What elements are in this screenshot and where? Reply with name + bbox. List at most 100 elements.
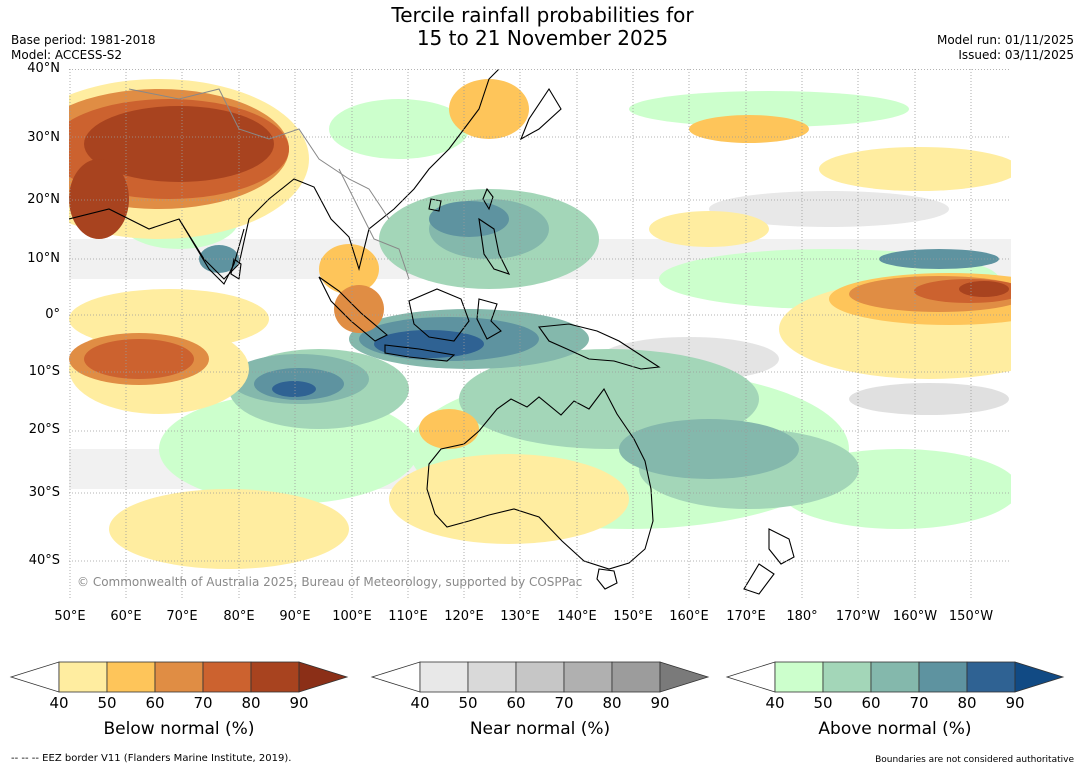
boundaries-disclaimer: Boundaries are not considered authoritat… xyxy=(875,755,1074,765)
above-tick-40: 40 xyxy=(765,694,785,712)
lon-label-150w: 150°W xyxy=(948,609,994,624)
asia-coast xyxy=(69,69,500,280)
lon-label-170w: 170°W xyxy=(835,609,881,624)
australia-coast xyxy=(426,387,654,570)
japan-coast xyxy=(519,87,562,141)
lon-label-70e: 70°E xyxy=(166,609,198,624)
near-tick-90: 90 xyxy=(650,694,670,712)
lon-label-100e: 100°E xyxy=(332,609,372,624)
colorbar-above-normal xyxy=(725,661,1065,693)
lon-label-160w: 160°W xyxy=(892,609,938,624)
near-tick-80: 80 xyxy=(602,694,622,712)
lon-label-60e: 60°E xyxy=(110,609,142,624)
lon-label-150e: 150°E xyxy=(613,609,653,624)
below-high-arrow xyxy=(298,661,349,693)
lon-label-140e: 140°E xyxy=(557,609,597,624)
coastlines xyxy=(69,69,795,595)
below-tick-80: 80 xyxy=(241,694,261,712)
lat-label-10s: 10°S xyxy=(28,364,60,379)
lon-label-180: 180° xyxy=(786,609,818,624)
lon-label-130e: 130°E xyxy=(500,609,540,624)
colorbar-below-normal xyxy=(9,661,349,693)
near-normal-title: Near normal (%) xyxy=(469,719,611,739)
above-swatch-4 xyxy=(918,661,968,693)
eez-border-note: -- -- -- EEZ border V11 (Flanders Marine… xyxy=(11,753,292,764)
near-low-arrow xyxy=(370,661,421,693)
below-tick-50: 50 xyxy=(97,694,117,712)
title-line-2: 15 to 21 November 2025 xyxy=(416,26,669,50)
base-period: Base period: 1981-2018 xyxy=(11,33,156,47)
lat-label-40n: 40°N xyxy=(27,61,60,76)
near-tick-60: 60 xyxy=(506,694,526,712)
lat-label-40s: 40°S xyxy=(28,553,60,568)
map-canvas xyxy=(69,69,1011,600)
above-swatch-5 xyxy=(966,661,1016,693)
sulawesi-coast xyxy=(476,298,502,340)
lon-label-160e: 160°E xyxy=(669,609,709,624)
below-tick-60: 60 xyxy=(145,694,165,712)
above-normal-title: Above normal (%) xyxy=(818,719,972,739)
sumatra-coast xyxy=(318,276,388,342)
above-tick-50: 50 xyxy=(813,694,833,712)
above-high-arrow xyxy=(1014,661,1065,693)
below-tick-70: 70 xyxy=(193,694,213,712)
below-swatch-3 xyxy=(154,661,204,693)
near-swatch-2 xyxy=(467,661,517,693)
near-swatch-1 xyxy=(419,661,469,693)
java-coast xyxy=(384,344,456,362)
colorbars-svg xyxy=(9,661,1065,693)
above-low-arrow xyxy=(725,661,776,693)
above-tick-80: 80 xyxy=(957,694,977,712)
near-swatch-4 xyxy=(563,661,613,693)
above-swatch-1 xyxy=(774,661,824,693)
lon-label-90e: 90°E xyxy=(279,609,311,624)
above-tick-90: 90 xyxy=(1005,694,1025,712)
near-swatch-5 xyxy=(611,661,661,693)
new-zealand-coast xyxy=(743,528,795,595)
above-swatch-3 xyxy=(870,661,920,693)
below-swatch-2 xyxy=(106,661,156,693)
near-tick-50: 50 xyxy=(458,694,478,712)
meta-left: Base period: 1981-2018 Model: ACCESS-S2 xyxy=(11,33,156,63)
tasmania-coast xyxy=(596,568,618,590)
title-line-1: Tercile rainfall probabilities for xyxy=(391,3,694,27)
above-tick-60: 60 xyxy=(861,694,881,712)
new-guinea-coast xyxy=(538,323,661,370)
lat-label-30s: 30°S xyxy=(28,485,60,500)
map-svg xyxy=(69,69,1011,600)
below-normal-patches xyxy=(69,79,1011,569)
philippines-coast xyxy=(478,217,511,275)
lat-label-equator: 0° xyxy=(45,307,60,322)
above-tick-70: 70 xyxy=(909,694,929,712)
borneo-coast xyxy=(408,288,470,342)
lon-label-50e: 50°E xyxy=(54,609,86,624)
near-swatch-3 xyxy=(515,661,565,693)
copyright-notice: © Commonwealth of Australia 2025, Bureau… xyxy=(77,575,583,589)
below-low-arrow xyxy=(9,661,60,693)
taiwan-coast xyxy=(482,187,494,211)
lon-label-170e: 170°E xyxy=(726,609,766,624)
lon-label-120e: 120°E xyxy=(444,609,484,624)
above-swatch-2 xyxy=(822,661,872,693)
model-run: Model run: 01/11/2025 xyxy=(936,33,1074,47)
below-tick-40: 40 xyxy=(49,694,69,712)
lat-label-20n: 20°N xyxy=(27,192,60,207)
near-tick-70: 70 xyxy=(554,694,574,712)
lat-label-10n: 10°N xyxy=(27,251,60,266)
model-name: Model: ACCESS-S2 xyxy=(11,48,123,62)
below-tick-90: 90 xyxy=(289,694,309,712)
issued-date: Issued: 03/11/2025 xyxy=(958,48,1074,62)
colorbar-near-normal xyxy=(370,661,710,693)
graticule xyxy=(69,69,1011,600)
map-title: Tercile rainfall probabilities for 15 to… xyxy=(0,4,1085,50)
below-normal-title: Below normal (%) xyxy=(103,719,255,739)
below-swatch-5 xyxy=(250,661,300,693)
lon-label-80e: 80°E xyxy=(223,609,255,624)
meta-right: Model run: 01/11/2025 Issued: 03/11/2025 xyxy=(937,33,1074,63)
near-high-arrow xyxy=(659,661,710,693)
below-swatch-4 xyxy=(202,661,252,693)
below-swatch-1 xyxy=(58,661,108,693)
hainan-coast xyxy=(428,198,442,212)
above-normal-patches xyxy=(119,91,1011,529)
india-coast xyxy=(178,218,245,285)
